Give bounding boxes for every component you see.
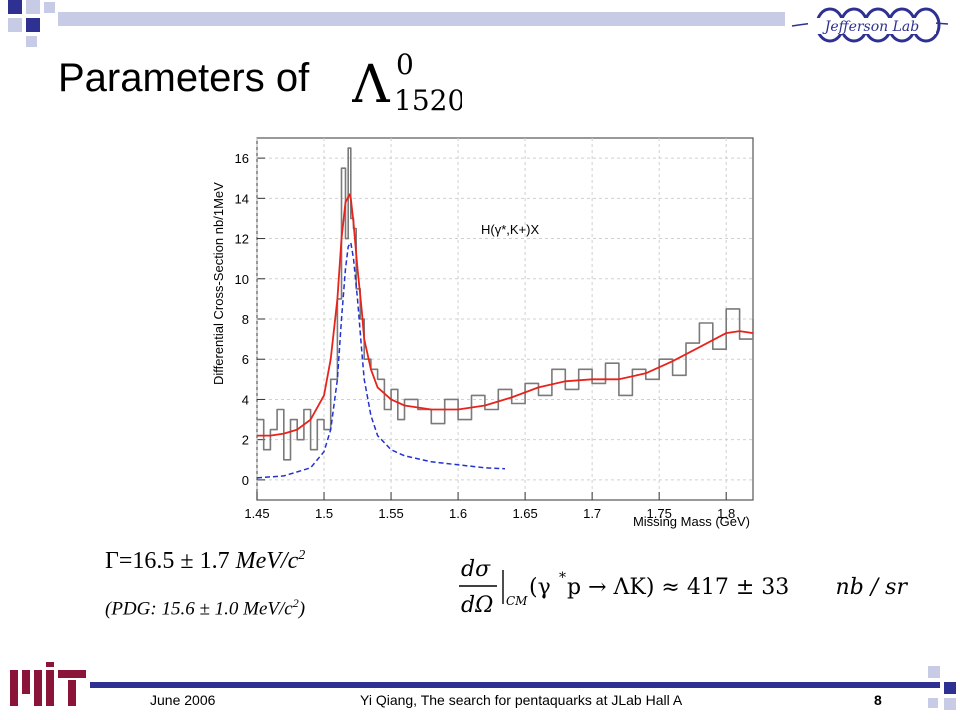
title-symbol-base: Λ [352,55,391,112]
x-axis-label: Missing Mass (GeV) [633,514,750,529]
y-tick-label: 4 [242,392,249,407]
footer-square [928,666,940,678]
y-tick-label: 10 [235,272,249,287]
corner-square [26,0,40,14]
footer-title: Yi Qiang, The search for pentaquarks at … [360,692,683,708]
y-tick-labels: 0 2 4 6 8 10 12 14 16 [235,151,249,488]
formula-units: nb / sr [836,575,909,600]
gamma-unit-exponent: 2 [298,548,306,563]
y-tick-label: 14 [235,191,249,206]
footer-square [928,698,938,708]
gamma-value: Γ=16.5 ± 1.7 [105,548,236,574]
formula-denominator: dΩ [461,593,493,618]
slide-title: Parameters of [58,56,310,100]
title-symbol-subscript: 1520 [394,84,462,112]
x-tick-label: 1.45 [244,506,269,521]
y-tick-label: 8 [242,312,249,327]
peak-curve [256,241,506,479]
y-tick-label: 2 [242,433,249,448]
page-number: 8 [874,692,882,708]
y-tick-label: 6 [242,352,249,367]
x-tick-label: 1.75 [647,506,672,521]
pdg-close: ) [298,598,306,620]
x-tick-label: 1.8 [717,506,735,521]
title-bar-stripe [58,12,785,26]
footer-square [944,682,956,694]
x-tick-label: 1.6 [449,506,467,521]
corner-square [8,18,22,32]
y-axis-label: Differential Cross-Section nb/1MeV [211,182,226,385]
gamma-unit: MeV/c [235,548,299,574]
pdg-value: (PDG: 15.6 ± 1.0 MeV/c2) [105,596,305,620]
footer-divider [90,682,940,688]
cross-section-formula: dσ dΩ CM (γ * p → ΛK) ≈ 417 ± 33 nb / sr [459,557,909,618]
chart-annotation: H(γ*,K+)X [481,222,539,237]
title-symbol-superscript: 0 [396,52,414,81]
corner-square [26,18,40,32]
formula-subscript: CM [506,594,528,608]
chart-series [256,147,754,479]
mit-logo [10,662,86,706]
x-tick-label: 1.65 [512,506,537,521]
formula-reaction-rest: p → ΛK) ≈ 417 ± 33 [567,575,789,600]
gamma-result: Γ=16.5 ± 1.7 MeV/c2 [105,548,305,575]
corner-square [8,0,22,14]
title-symbol: Λ 0 1520 [352,52,462,112]
footer-square [944,698,956,710]
jefferson-lab-logo: Jefferson Lab [791,7,949,43]
x-tick-label: 1.55 [378,506,403,521]
x-tick-label: 1.7 [583,506,601,521]
pdg-text: (PDG: 15.6 ± 1.0 MeV/c [105,598,293,620]
y-tick-label: 16 [235,151,249,166]
formula-numerator: dσ [461,557,491,582]
x-tick-label: 1.5 [315,506,333,521]
y-tick-label: 12 [235,232,249,247]
data-histogram [257,147,754,461]
corner-square [26,36,37,47]
formula-reaction-star: * [559,570,566,586]
fit-curve [257,193,754,437]
pdg-exponent: 2 [292,596,299,610]
footer-date: June 2006 [150,692,216,708]
x-tick-labels: 1.45 1.5 1.55 1.6 1.65 1.7 1.75 1.8 [244,506,735,521]
formula-reaction-open: (γ [529,575,551,600]
logo-text: Jefferson Lab [822,19,920,35]
y-tick-label: 0 [242,473,249,488]
corner-square [44,2,55,13]
